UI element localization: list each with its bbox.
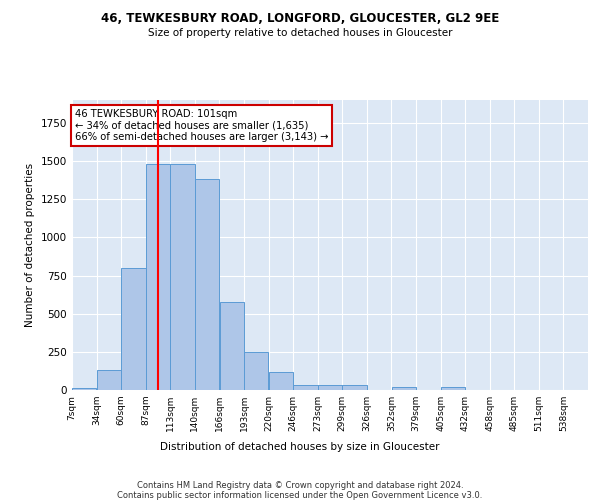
Bar: [121, 268, 146, 390]
Text: Size of property relative to detached houses in Gloucester: Size of property relative to detached ho…: [148, 28, 452, 38]
Text: Distribution of detached houses by size in Gloucester: Distribution of detached houses by size …: [160, 442, 440, 452]
Text: 46 TEWKESBURY ROAD: 101sqm
← 34% of detached houses are smaller (1,635)
66% of s: 46 TEWKESBURY ROAD: 101sqm ← 34% of deta…: [74, 108, 328, 142]
Text: 46, TEWKESBURY ROAD, LONGFORD, GLOUCESTER, GL2 9EE: 46, TEWKESBURY ROAD, LONGFORD, GLOUCESTE…: [101, 12, 499, 26]
Text: Contains HM Land Registry data © Crown copyright and database right 2024.: Contains HM Land Registry data © Crown c…: [137, 481, 463, 490]
Bar: [72, 388, 97, 390]
Text: Contains public sector information licensed under the Open Government Licence v3: Contains public sector information licen…: [118, 491, 482, 500]
Bar: [343, 386, 367, 390]
Bar: [220, 302, 244, 390]
Bar: [318, 386, 342, 390]
Bar: [244, 352, 268, 390]
Bar: [440, 387, 465, 390]
Bar: [170, 164, 195, 390]
Bar: [97, 370, 121, 390]
Bar: [392, 387, 416, 390]
Bar: [195, 180, 220, 390]
Bar: [146, 164, 170, 390]
Bar: [269, 372, 293, 390]
Y-axis label: Number of detached properties: Number of detached properties: [25, 163, 35, 327]
Bar: [293, 384, 317, 390]
